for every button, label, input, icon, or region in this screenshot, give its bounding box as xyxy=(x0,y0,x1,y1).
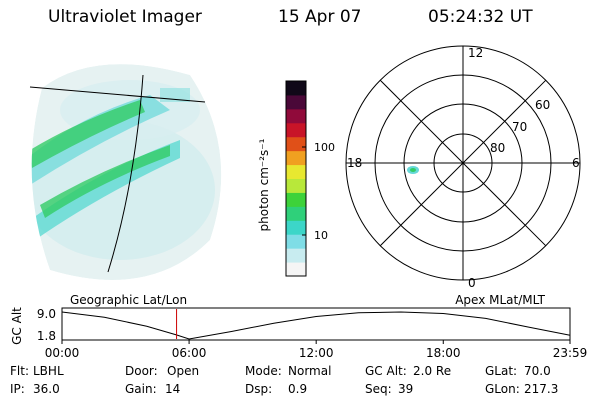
colorbar-swatch xyxy=(286,136,306,152)
colorbar-swatch xyxy=(286,178,306,193)
info-value: 217.3 xyxy=(524,382,559,396)
info-value: 39 xyxy=(398,382,414,396)
x-tick-label: 06:00 xyxy=(172,346,207,360)
x-tick-label: 12:00 xyxy=(299,346,334,360)
x-tick-label: 23:59 xyxy=(553,346,588,360)
geographic-image-panel xyxy=(29,64,222,280)
info-label: Flt: xyxy=(10,364,29,378)
timeline-left-label: Geographic Lat/Lon xyxy=(70,293,187,307)
info-value: Normal xyxy=(288,364,332,378)
colorbar-swatch xyxy=(286,164,306,179)
colorbar-swatch xyxy=(286,150,306,166)
aurora-image xyxy=(31,64,222,280)
aurora-spot-core xyxy=(410,168,416,172)
info-value: 36.0 xyxy=(33,382,60,396)
colorbar-swatch xyxy=(286,192,306,207)
info-value: 0.9 xyxy=(288,382,308,396)
mlt-label-18: 18 xyxy=(347,156,362,170)
info-value: 2.0 Re xyxy=(413,364,452,378)
colorbar xyxy=(285,80,307,277)
colorbar-swatch xyxy=(286,108,306,124)
info-value: 70.0 xyxy=(524,364,551,378)
mlat-label-80: 80 xyxy=(490,141,505,155)
colorbar-swatch xyxy=(286,94,306,110)
info-value: 14 xyxy=(165,382,181,396)
info-label: GC Alt: xyxy=(365,364,407,378)
colorbar-swatch xyxy=(286,248,306,263)
colorbar-frame xyxy=(285,80,307,277)
colorbar-swatch xyxy=(286,220,306,235)
colorbar-swatch xyxy=(286,206,306,221)
x-tick-marks xyxy=(61,340,571,344)
info-label: Seq: xyxy=(365,382,392,396)
info-label: Mode: xyxy=(245,364,282,378)
info-label: IP: xyxy=(10,382,25,396)
instrument-title: Ultraviolet Imager xyxy=(48,7,202,27)
lon-line xyxy=(107,74,144,273)
lat-line xyxy=(29,86,206,103)
colorbar-tick: 10 xyxy=(314,229,328,242)
mlt-label-6: 6 xyxy=(572,156,580,170)
altitude-curve xyxy=(61,311,571,340)
colorbar-unit-label: photon cm⁻²s⁻¹ xyxy=(257,138,271,231)
timeline-right-label: Apex MLat/MLT xyxy=(455,293,545,307)
colorbar-swatch xyxy=(286,122,306,138)
polar-diagonal xyxy=(379,79,547,247)
info-label: GLat: xyxy=(485,364,518,378)
y-tick-label: 1.8 xyxy=(37,329,56,343)
y-tick-label: 9.0 xyxy=(37,307,56,321)
x-tick-label: 18:00 xyxy=(426,346,461,360)
mlt-label-12: 12 xyxy=(468,46,483,60)
colorbar-swatch xyxy=(286,234,306,249)
timeline-y-label: GC Alt xyxy=(10,307,24,345)
info-label: Gain: xyxy=(125,382,157,396)
mlt-label-0: 0 xyxy=(468,276,476,290)
info-value: LBHL xyxy=(33,364,64,378)
mlat-label-60: 60 xyxy=(535,98,550,112)
info-value: Open xyxy=(167,364,200,378)
info-label: Dsp: xyxy=(245,382,273,396)
time-label: 05:24:32 UT xyxy=(428,7,533,27)
date-label: 15 Apr 07 xyxy=(278,7,362,27)
colorbar-swatch xyxy=(286,81,306,96)
mlat-label-70: 70 xyxy=(512,120,527,134)
colorbar-tick: 100 xyxy=(314,141,335,154)
polar-plot: 12 18 6 0 60 70 80 xyxy=(345,45,581,290)
colorbar-swatch xyxy=(286,262,306,277)
x-tick-label: 00:00 xyxy=(45,346,80,360)
timeline-plot: Geographic Lat/Lon Apex MLat/MLT GC Alt … xyxy=(10,293,587,360)
info-label: Door: xyxy=(125,364,158,378)
info-label: GLon: xyxy=(485,382,520,396)
